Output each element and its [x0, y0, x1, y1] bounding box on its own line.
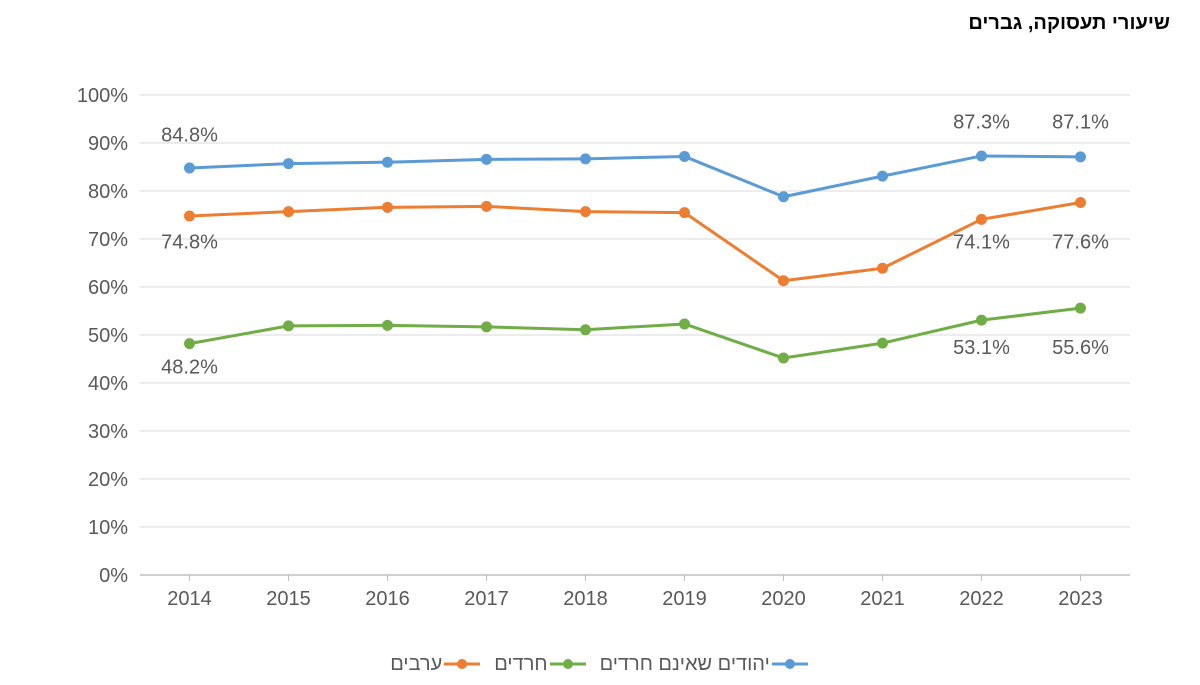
series-line-haredim [190, 308, 1081, 358]
series-marker-non_haredi_jews [383, 157, 393, 167]
series-marker-haredim [482, 322, 492, 332]
y-tick-label: 0% [99, 565, 128, 587]
data-label: 87.1% [1052, 112, 1109, 134]
y-tick-label: 80% [88, 181, 128, 203]
series-marker-haredim [185, 339, 195, 349]
series-marker-non_haredi_jews [185, 163, 195, 173]
data-label: 84.8% [161, 125, 218, 147]
y-tick-label: 50% [88, 325, 128, 347]
data-label: 53.1% [953, 337, 1010, 359]
y-tick-label: 70% [88, 229, 128, 251]
y-tick-label: 100% [77, 85, 128, 107]
data-label: 74.1% [953, 232, 1010, 254]
x-tick-label: 2020 [761, 588, 806, 610]
series-marker-arabs [878, 263, 888, 273]
x-tick-label: 2017 [464, 588, 509, 610]
series-marker-arabs [977, 214, 987, 224]
data-label: 77.6% [1052, 232, 1109, 254]
x-tick-label: 2022 [959, 588, 1004, 610]
series-marker-non_haredi_jews [284, 159, 294, 169]
series-marker-haredim [581, 325, 591, 335]
series-marker-non_haredi_jews [482, 154, 492, 164]
series-marker-arabs [779, 276, 789, 286]
series-line-arabs [190, 203, 1081, 281]
x-tick-label: 2016 [365, 588, 410, 610]
legend-item-arabs: ערבים [390, 653, 482, 676]
legend-swatch [770, 655, 810, 673]
y-tick-label: 40% [88, 373, 128, 395]
series-marker-haredim [383, 320, 393, 330]
series-marker-non_haredi_jews [878, 171, 888, 181]
legend-item-non_haredi_jews: יהודים שאינם חרדים [600, 653, 810, 676]
series-marker-haredim [977, 315, 987, 325]
series-marker-arabs [383, 202, 393, 212]
employment-chart: 0% 10% 20% 30% 40% 50% 60% 70% 80% 90% 100% 2014 201… [0, 0, 1200, 685]
legend-swatch [442, 655, 482, 673]
series-marker-arabs [482, 201, 492, 211]
series-marker-non_haredi_jews [977, 151, 987, 161]
x-tick-label: 2015 [266, 588, 311, 610]
x-tick-label: 2014 [167, 588, 212, 610]
x-tick-label: 2019 [662, 588, 707, 610]
series-marker-haredim [680, 319, 690, 329]
x-tick-label: 2018 [563, 588, 608, 610]
series-marker-arabs [185, 211, 195, 221]
data-label: 48.2% [161, 356, 218, 378]
series-marker-arabs [680, 208, 690, 218]
legend-swatch [548, 655, 588, 673]
data-label: 74.8% [161, 232, 218, 254]
legend-label: חרדים [494, 653, 547, 676]
series-marker-arabs [284, 207, 294, 217]
legend-item-haredim: חרדים [494, 653, 587, 676]
x-tick-label: 2023 [1058, 588, 1103, 610]
data-label: 87.3% [953, 112, 1010, 134]
series-marker-arabs [1076, 198, 1086, 208]
series-marker-haredim [1076, 303, 1086, 313]
chart-svg: 0% 10% 20% 30% 40% 50% 60% 70% 80% 90% 100% 2014 201… [0, 0, 1200, 640]
series-marker-arabs [581, 207, 591, 217]
series-marker-haredim [878, 338, 888, 348]
data-label: 55.6% [1052, 337, 1109, 359]
series-marker-non_haredi_jews [680, 151, 690, 161]
legend-label: יהודים שאינם חרדים [600, 653, 770, 676]
y-tick-label: 20% [88, 469, 128, 491]
y-tick-label: 60% [88, 277, 128, 299]
x-tick-label: 2021 [860, 588, 905, 610]
y-tick-label: 30% [88, 421, 128, 443]
series-marker-haredim [779, 353, 789, 363]
series-marker-non_haredi_jews [1076, 152, 1086, 162]
y-tick-label: 10% [88, 517, 128, 539]
series-marker-non_haredi_jews [581, 154, 591, 164]
series-marker-haredim [284, 321, 294, 331]
legend-label: ערבים [390, 653, 442, 676]
y-tick-label: 90% [88, 133, 128, 155]
series-marker-non_haredi_jews [779, 192, 789, 202]
chart-legend: יהודים שאינם חרדים חרדים ערבים [0, 653, 1200, 680]
